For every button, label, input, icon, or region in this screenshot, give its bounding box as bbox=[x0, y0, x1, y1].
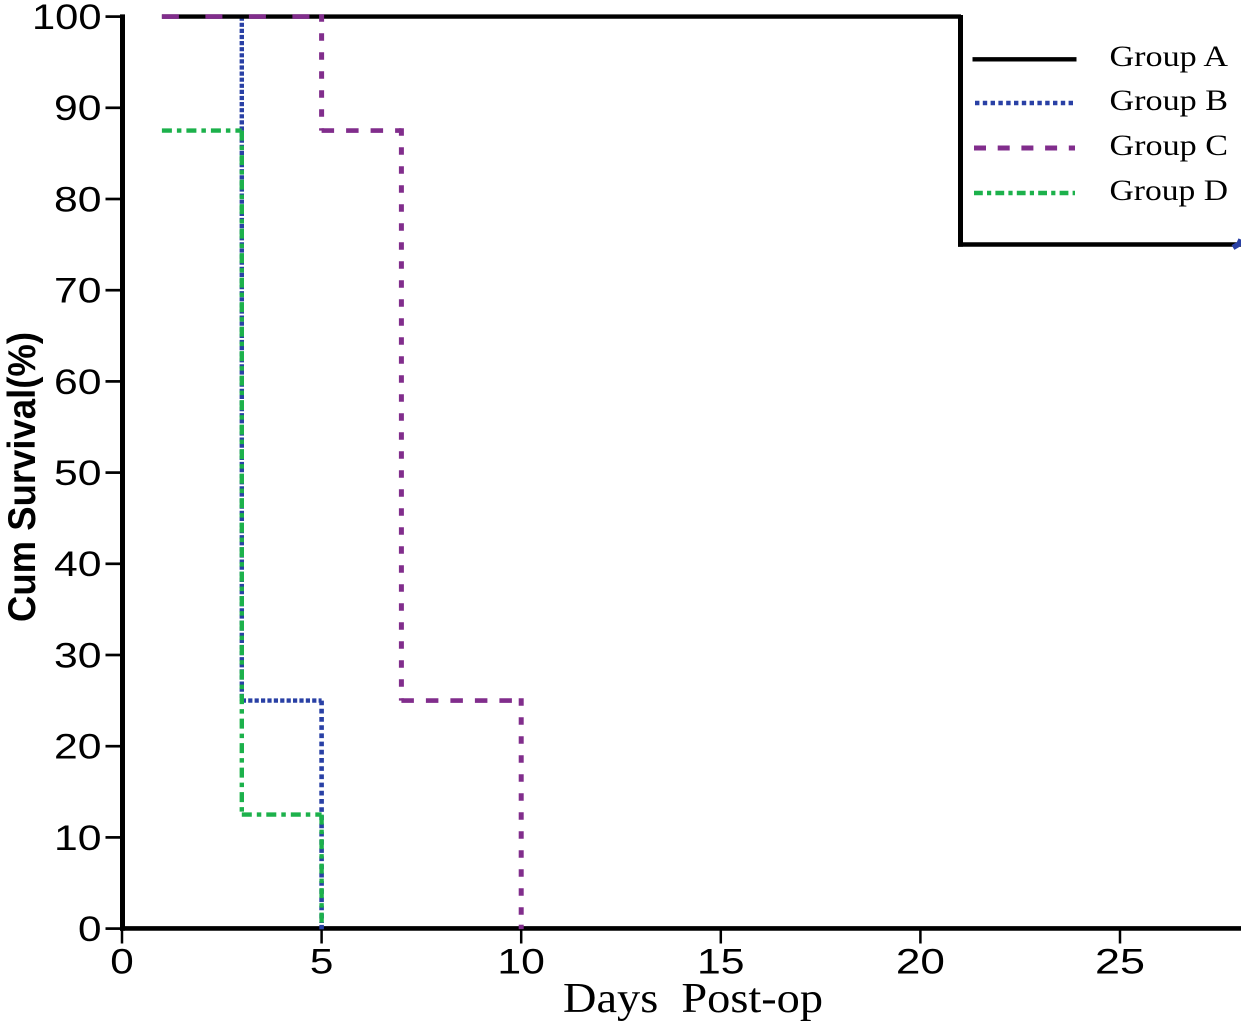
svg-text:Group A: Group A bbox=[1110, 40, 1229, 73]
svg-text:40: 40 bbox=[54, 545, 102, 584]
svg-text:Group B: Group B bbox=[1110, 84, 1229, 117]
svg-text:0: 0 bbox=[78, 910, 102, 949]
svg-text:100: 100 bbox=[32, 0, 102, 37]
svg-text:10: 10 bbox=[497, 943, 545, 982]
svg-text:30: 30 bbox=[54, 636, 102, 675]
svg-text:90: 90 bbox=[54, 89, 102, 128]
svg-text:20: 20 bbox=[54, 728, 102, 767]
svg-text:0: 0 bbox=[110, 943, 134, 982]
svg-text:5: 5 bbox=[310, 943, 334, 982]
svg-text:Cum Survival(%): Cum Survival(%) bbox=[1, 332, 44, 622]
svg-text:70: 70 bbox=[54, 272, 102, 311]
svg-text:25: 25 bbox=[1095, 943, 1145, 982]
svg-text:Days Post-op: Days Post-op bbox=[563, 976, 823, 1022]
svg-text:20: 20 bbox=[896, 943, 945, 982]
svg-text:50: 50 bbox=[54, 454, 102, 493]
svg-text:10: 10 bbox=[54, 819, 102, 858]
svg-text:80: 80 bbox=[54, 180, 102, 219]
svg-text:15: 15 bbox=[697, 943, 745, 982]
svg-text:Group C: Group C bbox=[1110, 129, 1229, 162]
svg-text:60: 60 bbox=[54, 363, 102, 402]
svg-text:Group D: Group D bbox=[1110, 174, 1229, 207]
